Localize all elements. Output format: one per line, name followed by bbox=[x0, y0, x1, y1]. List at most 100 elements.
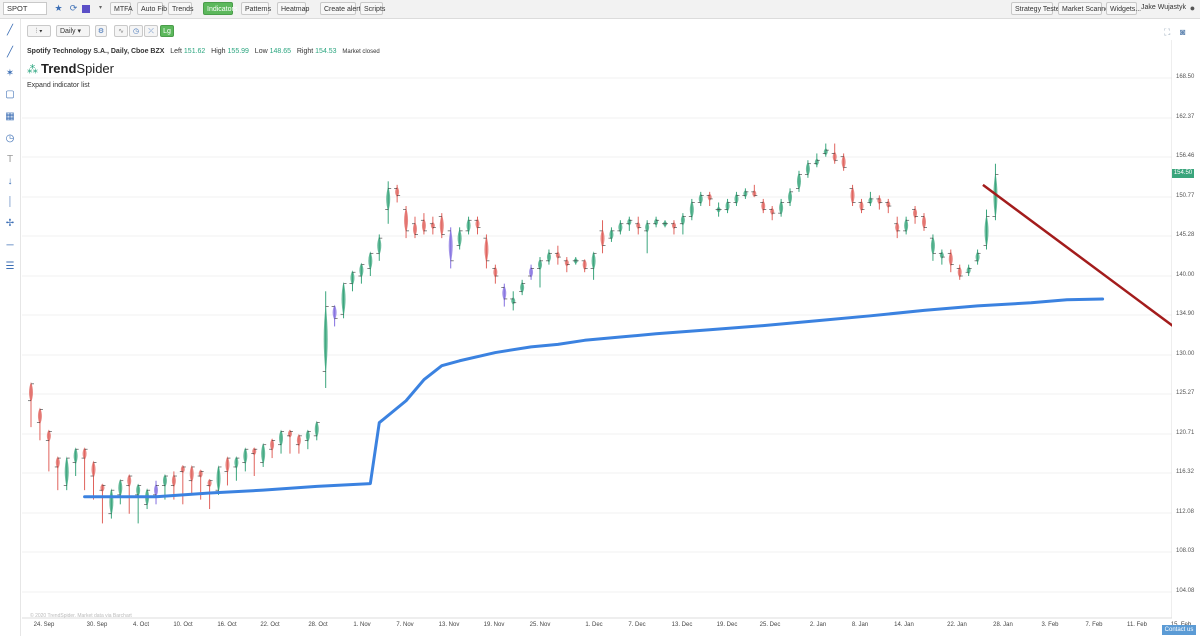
price-tick-label: 125.27 bbox=[1176, 390, 1195, 396]
heatmap-button[interactable]: Heatmap bbox=[277, 2, 309, 15]
candle-body bbox=[636, 221, 641, 230]
compare-icon[interactable]: ∿ bbox=[114, 25, 128, 37]
filled-box-icon[interactable]: ▦ bbox=[5, 111, 15, 122]
price-tick-label: 104.08 bbox=[1176, 588, 1195, 594]
market-scanner-button[interactable]: Market Scanner bbox=[1058, 2, 1111, 15]
candle-body bbox=[520, 281, 525, 294]
log-scale-toggle[interactable]: Lg bbox=[160, 25, 174, 37]
horizontal-line-icon[interactable]: ─ bbox=[6, 240, 14, 251]
line-tool-icon[interactable]: ╱ bbox=[6, 25, 14, 36]
candle-body bbox=[404, 207, 409, 233]
create-alert-button[interactable]: Create alert bbox=[320, 2, 361, 15]
clock-icon[interactable]: ◷ bbox=[5, 133, 15, 144]
high-label: High bbox=[211, 48, 226, 55]
replay-clock-icon[interactable]: ◷ bbox=[129, 25, 143, 37]
low-label: Low bbox=[254, 48, 268, 55]
candle-body bbox=[966, 266, 971, 275]
widgets-button[interactable]: Widgets... bbox=[1106, 2, 1141, 15]
candle-body bbox=[162, 474, 167, 488]
chevron-down-icon[interactable]: ▾ bbox=[98, 5, 102, 11]
candle-body bbox=[448, 228, 453, 263]
interval-dropdown[interactable]: Daily ▾ bbox=[56, 25, 90, 37]
left-value: 151.62 bbox=[183, 48, 206, 55]
fib-tool-icon[interactable]: ☰ bbox=[5, 261, 15, 272]
settings-gear-icon[interactable]: ⚙ bbox=[95, 25, 107, 37]
candle-body bbox=[538, 258, 543, 271]
symbol-input[interactable]: SPOT bbox=[3, 2, 47, 15]
color-swatch-icon[interactable] bbox=[82, 5, 90, 13]
date-tick-label: 28. Jan bbox=[993, 622, 1013, 628]
candle-body bbox=[850, 186, 855, 205]
camera-icon[interactable]: ◙ bbox=[1180, 27, 1186, 37]
chart-title: Spotify Technology S.A., Daily, Cboe BZX… bbox=[27, 48, 380, 55]
ray-tool-icon[interactable]: ╱ bbox=[6, 47, 14, 58]
date-tick-label: 16. Oct bbox=[217, 622, 237, 628]
date-tick-label: 24. Sep bbox=[33, 622, 55, 628]
text-tool-icon[interactable]: T bbox=[6, 154, 14, 165]
price-tick-label: 116.32 bbox=[1176, 469, 1194, 475]
candle-body bbox=[698, 193, 703, 205]
candle-body bbox=[841, 154, 846, 170]
candle-body bbox=[707, 193, 712, 201]
user-name[interactable]: Jake Wujastyk bbox=[1141, 4, 1186, 11]
logo-spider: Spider bbox=[76, 61, 114, 76]
candle-body bbox=[46, 429, 51, 443]
magic-trend-icon[interactable]: ✶ bbox=[5, 68, 15, 79]
candle-body bbox=[671, 221, 676, 230]
candle-body bbox=[350, 270, 355, 286]
candle-body bbox=[832, 151, 837, 163]
auto-fib-button[interactable]: Auto Fib bbox=[137, 2, 167, 15]
mtfa-button[interactable]: MTFA bbox=[110, 2, 133, 15]
candle-body bbox=[341, 281, 346, 317]
vertical-line-icon[interactable]: ⏐ bbox=[7, 197, 13, 208]
date-tick-label: 13. Nov bbox=[438, 622, 460, 628]
arrow-down-icon[interactable]: ↓ bbox=[7, 176, 13, 187]
candle-body bbox=[332, 304, 337, 321]
patterns-button[interactable]: Patterns bbox=[241, 2, 271, 15]
candle-body bbox=[654, 218, 659, 226]
chart-type-dropdown[interactable]: ⫶ ▾ bbox=[27, 25, 51, 37]
refresh-icon[interactable]: ⟳ bbox=[69, 3, 78, 13]
candle-body bbox=[725, 200, 730, 212]
candle-body bbox=[939, 251, 944, 260]
scripts-button[interactable]: Scripts bbox=[360, 2, 385, 15]
trends-button[interactable]: Trends bbox=[168, 2, 194, 15]
drawing-mode-icon[interactable]: ⤫ bbox=[144, 25, 158, 37]
candle-body bbox=[37, 407, 42, 425]
candle-body bbox=[136, 483, 141, 497]
date-tick-label: 1. Nov bbox=[353, 622, 371, 628]
candle-body bbox=[118, 478, 123, 497]
candle-body bbox=[73, 447, 78, 465]
star-icon[interactable]: ★ bbox=[54, 3, 63, 13]
candle-body bbox=[734, 193, 739, 205]
expand-indicator-list-link[interactable]: Expand indicator list bbox=[27, 82, 90, 89]
anchored-vwap-icon[interactable]: ✢ bbox=[5, 218, 15, 229]
candle-body bbox=[287, 429, 292, 438]
candle-body bbox=[689, 200, 694, 219]
candle-body bbox=[609, 228, 614, 241]
rectangle-tool-icon[interactable]: ▢ bbox=[5, 89, 15, 100]
date-tick-label: 8. Jan bbox=[851, 622, 869, 628]
indicators-button[interactable]: Indicators bbox=[203, 2, 237, 15]
fullscreen-icon[interactable]: ⛶ bbox=[1164, 27, 1171, 37]
date-tick-label: 19. Dec bbox=[716, 622, 738, 628]
candle-body bbox=[743, 189, 748, 198]
date-tick-label: 1. Dec bbox=[585, 622, 603, 628]
candle-body bbox=[493, 266, 498, 278]
candle-body bbox=[770, 207, 775, 216]
candle-body bbox=[314, 420, 319, 438]
candle-body bbox=[323, 304, 328, 374]
strategy-tester-button[interactable]: Strategy Tester bbox=[1011, 2, 1062, 15]
candle-body bbox=[225, 456, 230, 474]
candle-body bbox=[823, 148, 828, 156]
contact-us-button[interactable]: Contact us bbox=[1162, 625, 1196, 635]
price-chart[interactable] bbox=[0, 0, 1172, 636]
user-avatar-icon[interactable]: ● bbox=[1189, 3, 1196, 13]
price-tick-label: 168.50 bbox=[1176, 74, 1195, 80]
price-tick-label: 120.71 bbox=[1176, 430, 1195, 436]
candle-body bbox=[645, 221, 650, 233]
candle-body bbox=[618, 221, 623, 233]
left-label: Left bbox=[170, 48, 182, 55]
candle-body bbox=[930, 236, 935, 256]
date-tick-label: 22. Oct bbox=[260, 622, 280, 628]
